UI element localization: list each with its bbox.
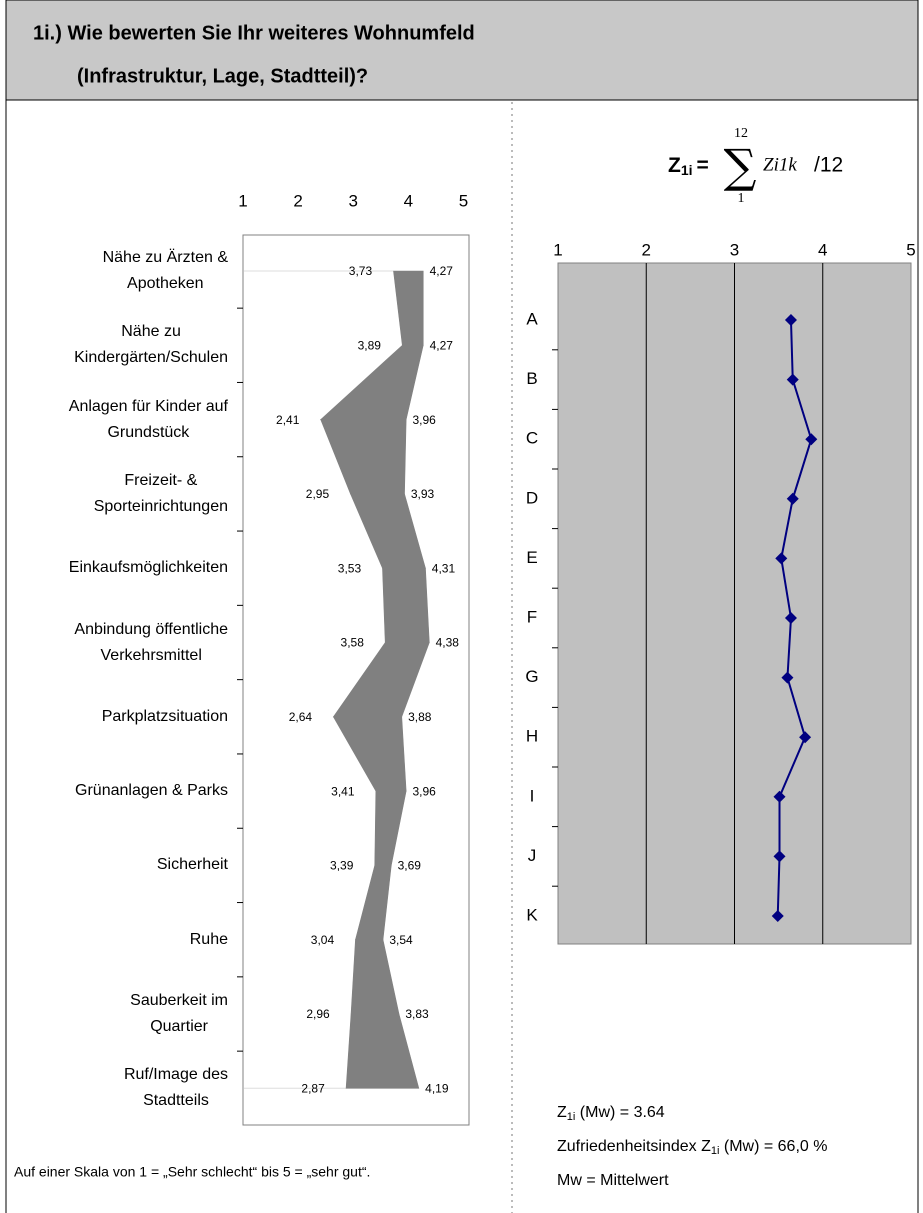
value-label: 3,54 bbox=[389, 933, 413, 947]
marker bbox=[784, 314, 797, 326]
category-label: H bbox=[526, 727, 538, 746]
category-label: Freizeit- & Sporteinrichtungen bbox=[93, 471, 228, 515]
x-tick-label: 3 bbox=[349, 191, 358, 210]
marker bbox=[773, 790, 786, 803]
category-label: Anlagen für Kinder auf Grundstück bbox=[68, 397, 228, 441]
category-label: C bbox=[526, 429, 538, 448]
category-label: Sauberkeit im Quartier bbox=[130, 992, 228, 1035]
category-label: Parkplatzsituation bbox=[101, 707, 228, 725]
value-label: 2,64 bbox=[289, 710, 313, 724]
x-tick-label: 2 bbox=[293, 191, 302, 210]
value-label: 3,73 bbox=[349, 264, 373, 278]
value-label: 2,87 bbox=[301, 1081, 325, 1095]
marker bbox=[771, 910, 784, 922]
value-label: 3,93 bbox=[411, 487, 435, 501]
value-label: 4,27 bbox=[430, 338, 454, 352]
value-label: 3,69 bbox=[398, 859, 422, 873]
value-label: 3,96 bbox=[412, 413, 436, 427]
note-part: (Mw) = 66,0 % bbox=[719, 1138, 827, 1155]
note-part: Z bbox=[557, 1104, 567, 1121]
note-part: (Mw) = 3.64 bbox=[575, 1104, 664, 1121]
value-label: 3,96 bbox=[412, 784, 436, 798]
footnote: Auf einer Skala von 1 = „Sehr schlecht“ … bbox=[14, 1164, 370, 1180]
category-label: Ruf/Image des Stadtteils bbox=[123, 1066, 228, 1110]
band-segment bbox=[345, 1013, 420, 1089]
value-label: 2,41 bbox=[276, 413, 300, 427]
sum-sign: ∑ bbox=[724, 139, 757, 193]
value-label: 3,88 bbox=[408, 710, 432, 724]
formula-part: = bbox=[697, 154, 709, 177]
sum-upper: 12 bbox=[734, 126, 748, 141]
category-label: Nähe zu Ärzten & Apotheken bbox=[102, 249, 228, 292]
marker bbox=[805, 433, 818, 446]
formula-part: Z bbox=[668, 154, 681, 177]
sum-lower: 1 bbox=[738, 191, 745, 206]
category-label: F bbox=[527, 607, 537, 626]
marker bbox=[786, 373, 799, 386]
note: Z1i (Mw) = 3.64 bbox=[557, 1104, 665, 1123]
x-tick-label: 1 bbox=[238, 191, 247, 210]
category-label: Nähe zu Kindergärten/Schulen bbox=[74, 323, 228, 367]
category-label: Einkaufsmöglichkeiten bbox=[68, 559, 228, 577]
title: (Infrastruktur, Lage, Stadtteil)? bbox=[77, 65, 368, 87]
category-label: J bbox=[528, 846, 537, 865]
title: 1i.) Wie bewerten Sie Ihr weiteres Wohnu… bbox=[33, 22, 475, 44]
category-label: E bbox=[526, 548, 537, 567]
category-label: Ruhe bbox=[189, 930, 228, 948]
category-label: Sicherheit bbox=[156, 856, 228, 874]
formula: Z1i = bbox=[668, 154, 709, 178]
category-label: D bbox=[526, 488, 538, 507]
value-label: 3,89 bbox=[358, 338, 382, 352]
value-label: 2,95 bbox=[306, 487, 330, 501]
formula-part: 1i bbox=[681, 162, 693, 178]
marker bbox=[775, 552, 788, 565]
category-label: Anbindung öffentliche Verkehrsmittel bbox=[74, 620, 228, 664]
x-tick-label: 3 bbox=[730, 240, 739, 259]
value-label: 3,58 bbox=[341, 636, 365, 650]
x-tick-label: 4 bbox=[818, 240, 827, 259]
header-band bbox=[5, 0, 919, 101]
band-segment bbox=[382, 567, 430, 643]
value-label: 3,53 bbox=[338, 561, 362, 575]
marker bbox=[786, 492, 799, 505]
category-label: Grünanlagen & Parks bbox=[75, 782, 228, 800]
category-label: I bbox=[530, 786, 535, 805]
category-label: A bbox=[526, 309, 538, 328]
x-tick-label: 4 bbox=[404, 191, 413, 210]
value-label: 2,96 bbox=[306, 1007, 330, 1021]
x-tick-label: 2 bbox=[642, 240, 651, 259]
value-label: 3,39 bbox=[330, 859, 354, 873]
formula-term: Zi1k bbox=[763, 154, 797, 175]
category-label: B bbox=[526, 369, 537, 388]
note-sub: 1i bbox=[711, 1145, 720, 1157]
value-label: 3,04 bbox=[311, 933, 335, 947]
marker bbox=[781, 671, 794, 684]
marker bbox=[799, 731, 812, 744]
x-tick-label: 5 bbox=[906, 240, 915, 259]
note-part: Zufriedenheitsindex Z bbox=[557, 1138, 711, 1155]
marker bbox=[784, 612, 797, 624]
value-label: 4,38 bbox=[436, 636, 460, 650]
marker bbox=[773, 850, 786, 863]
value-label: 4,31 bbox=[432, 561, 456, 575]
category-label: K bbox=[526, 905, 538, 924]
x-tick-label: 1 bbox=[553, 240, 562, 259]
note: Zufriedenheitsindex Z1i (Mw) = 66,0 % bbox=[557, 1138, 827, 1157]
value-label: 3,41 bbox=[331, 784, 355, 798]
value-label: 3,83 bbox=[405, 1007, 429, 1021]
formula-divisor: /12 bbox=[814, 154, 843, 177]
value-label: 4,19 bbox=[425, 1081, 449, 1095]
note: Mw = Mittelwert bbox=[557, 1172, 669, 1189]
value-label: 4,27 bbox=[430, 264, 454, 278]
x-tick-label: 5 bbox=[459, 191, 468, 210]
note-sub: 1i bbox=[567, 1111, 576, 1123]
category-label: G bbox=[525, 667, 538, 686]
